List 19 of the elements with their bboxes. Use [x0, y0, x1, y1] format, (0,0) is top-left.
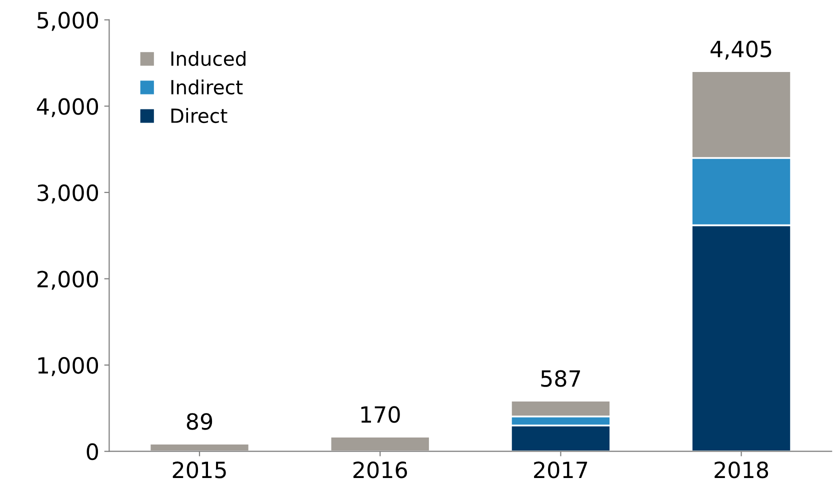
y-tick-label: 2,000	[37, 270, 98, 290]
x-tick-label: 2015	[172, 461, 226, 478]
y-tick-label: 5,000	[38, 12, 98, 31]
x-tick-label: 2016	[353, 461, 407, 478]
y-tick-label: 1,000	[38, 357, 98, 376]
total-label: 170	[361, 406, 400, 423]
bar	[149, 442, 250, 452]
y-tick-label: 0	[86, 443, 98, 460]
y-tick-label: 3,000	[38, 184, 98, 204]
legend-label: Indirect	[171, 79, 243, 95]
legend-label: Direct	[171, 108, 228, 124]
total-label: 587	[541, 370, 580, 387]
total-label: 89	[186, 413, 212, 430]
bar	[330, 436, 431, 452]
x-tick-label: 2018	[714, 461, 768, 478]
y-tick-label: 4,000	[36, 98, 98, 118]
total-label: 4,405	[710, 40, 772, 60]
x-tick-label: 2017	[534, 461, 588, 478]
legend-label: Induced	[171, 50, 246, 66]
